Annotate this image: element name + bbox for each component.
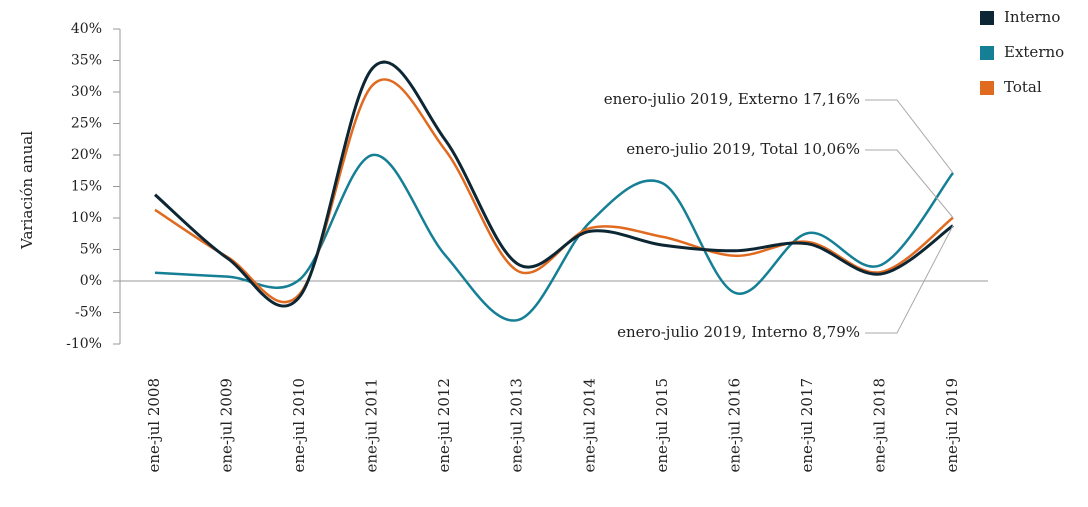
y-tick-label: 40% [71, 21, 102, 37]
annotation: enero-julio 2019, Interno 8,79% [617, 323, 860, 341]
x-tick-label: ene-jul 2014 [580, 378, 598, 473]
legend-label: Interno [1004, 8, 1060, 26]
y-tick-label: -5% [75, 305, 102, 321]
annotation: enero-julio 2019, Externo 17,16% [604, 90, 860, 108]
annotation: enero-julio 2019, Total 10,06% [626, 140, 860, 158]
x-tick-label: ene-jul 2016 [725, 378, 743, 473]
x-tick-label: ene-jul 2008 [145, 378, 163, 473]
y-tick-label: 5% [80, 242, 102, 258]
x-tick-label: ene-jul 2013 [508, 378, 526, 473]
y-tick-label: 15% [71, 179, 102, 195]
annotation-connector [865, 149, 954, 218]
x-tick-label: ene-jul 2015 [653, 378, 671, 473]
y-axis-label: Variación anual [18, 131, 36, 250]
y-tick-label: 10% [71, 210, 102, 226]
x-tick-label: ene-jul 2009 [218, 378, 236, 473]
y-tick-label: 0% [80, 273, 102, 289]
legend-label: Total [1004, 78, 1042, 96]
y-tick-label: 30% [71, 84, 102, 100]
x-tick-label: ene-jul 2019 [943, 378, 961, 473]
y-tick-label: 20% [71, 147, 102, 163]
series-line [154, 78, 954, 304]
legend-swatch [980, 81, 994, 95]
x-tick-label: ene-jul 2018 [870, 378, 888, 473]
series-line [154, 60, 954, 308]
y-tick-label: 25% [71, 116, 102, 132]
legend-swatch [980, 11, 994, 25]
legend-swatch [980, 46, 994, 60]
x-tick-label: ene-jul 2017 [798, 378, 816, 473]
annotation-connector [865, 225, 954, 334]
x-tick-label: ene-jul 2010 [290, 378, 308, 473]
legend-label: Externo [1004, 43, 1064, 61]
series-line [154, 153, 954, 322]
x-tick-label: ene-jul 2012 [435, 378, 453, 473]
y-tick-label: -10% [66, 336, 102, 352]
annotation-connector [865, 99, 954, 174]
y-tick-label: 35% [71, 53, 102, 69]
x-tick-label: ene-jul 2011 [363, 378, 381, 473]
